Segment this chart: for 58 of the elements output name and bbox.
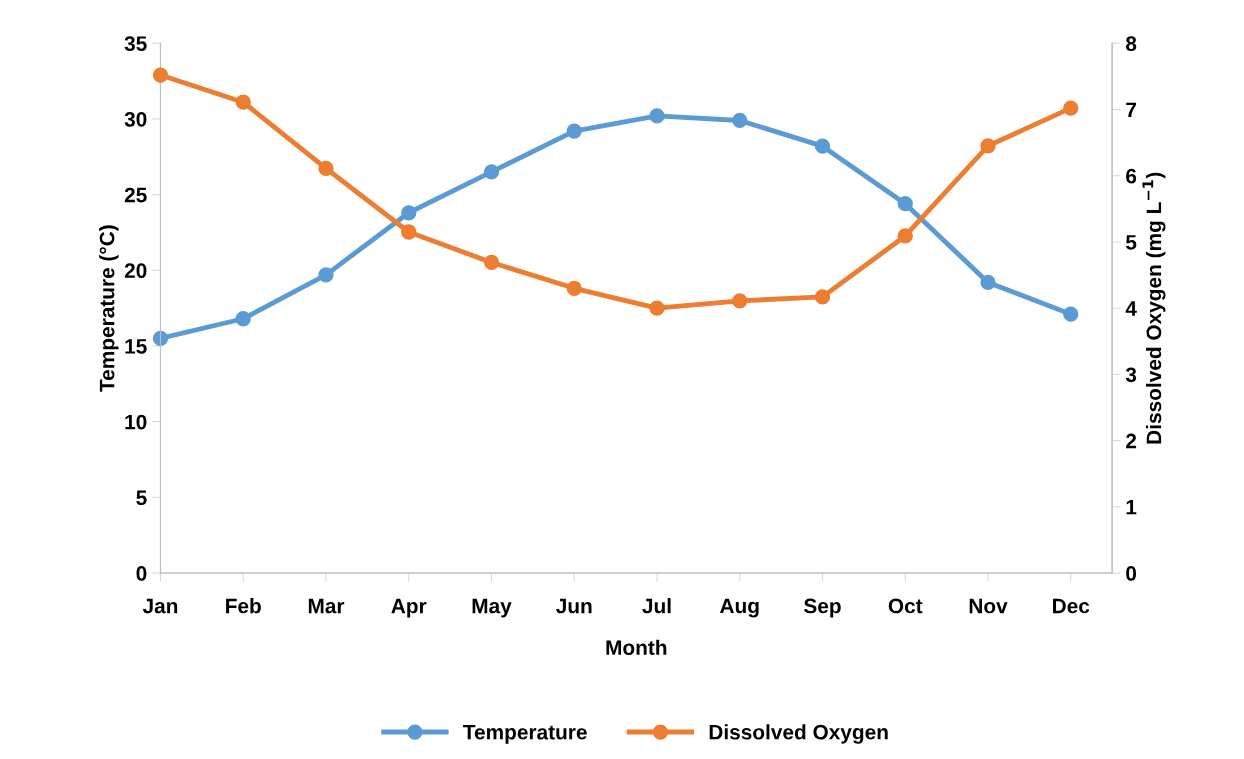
- point: [566, 280, 582, 296]
- point: [483, 164, 500, 180]
- x-tick-label: Jun: [556, 598, 592, 614]
- y-tick-label: 20: [124, 263, 147, 279]
- y2-tick-label: 5: [1125, 235, 1137, 250]
- y2-tick-label: 0: [1126, 566, 1137, 581]
- y-axis-title: Temperature (°C): [99, 225, 119, 392]
- point: [814, 138, 831, 154]
- point: [566, 123, 582, 139]
- x-tick-label: Jul: [642, 598, 671, 614]
- x-tick-label: Jan: [142, 598, 178, 614]
- y-tick-label: 25: [124, 187, 147, 203]
- y2-axis-title: Dissolved Oxygen (mg L$^{−1}$): [1142, 172, 1166, 444]
- y2-tick-label: 7: [1126, 102, 1136, 118]
- y2-tick-label: 2: [1126, 433, 1137, 449]
- x-axis-title: Month: [606, 639, 667, 655]
- x-tick-label: Nov: [969, 598, 1008, 614]
- point: [152, 330, 169, 347]
- point: [814, 289, 831, 305]
- point: [897, 228, 913, 244]
- x-tick-label: May: [472, 598, 512, 618]
- y2-tick-label: 1: [1126, 500, 1137, 515]
- y2-tick-label: 4: [1125, 301, 1137, 316]
- point: [649, 300, 665, 316]
- x-tick-label: Sep: [804, 598, 841, 618]
- point: [235, 311, 251, 327]
- y-tick-label: 5: [136, 490, 147, 506]
- y-tick-label: 35: [124, 36, 147, 52]
- y-tick-label: 10: [125, 414, 147, 430]
- x-tick-label: Mar: [308, 598, 345, 614]
- y-tick-label: 0: [136, 566, 147, 581]
- point: [897, 196, 913, 212]
- y2-tick-label: 3: [1125, 367, 1137, 383]
- point: [235, 94, 251, 110]
- point: [732, 293, 748, 309]
- legend-label: Temperature: [463, 725, 587, 744]
- y-tick-label: 15: [125, 339, 147, 354]
- point: [318, 267, 334, 283]
- point: [483, 254, 500, 271]
- point: [1063, 306, 1079, 322]
- point: [649, 108, 665, 124]
- x-tick-label: Oct: [888, 598, 923, 614]
- legend-label: Dissolved Oxygen: [709, 724, 888, 744]
- y-tick-label: 30: [124, 111, 147, 127]
- point: [318, 160, 334, 177]
- point: [1063, 100, 1079, 116]
- x-tick-label: Apr: [391, 598, 427, 618]
- point: [401, 224, 417, 240]
- point: [152, 67, 169, 83]
- x-tick-label: Aug: [720, 598, 759, 618]
- x-tick-label: Feb: [226, 598, 261, 614]
- point: [980, 138, 996, 154]
- y2-tick-label: 8: [1125, 36, 1137, 52]
- x-tick-label: Dec: [1053, 598, 1090, 614]
- point: [401, 205, 417, 221]
- y2-tick-label: 6: [1126, 168, 1137, 184]
- point: [732, 112, 748, 129]
- point: [980, 274, 996, 291]
